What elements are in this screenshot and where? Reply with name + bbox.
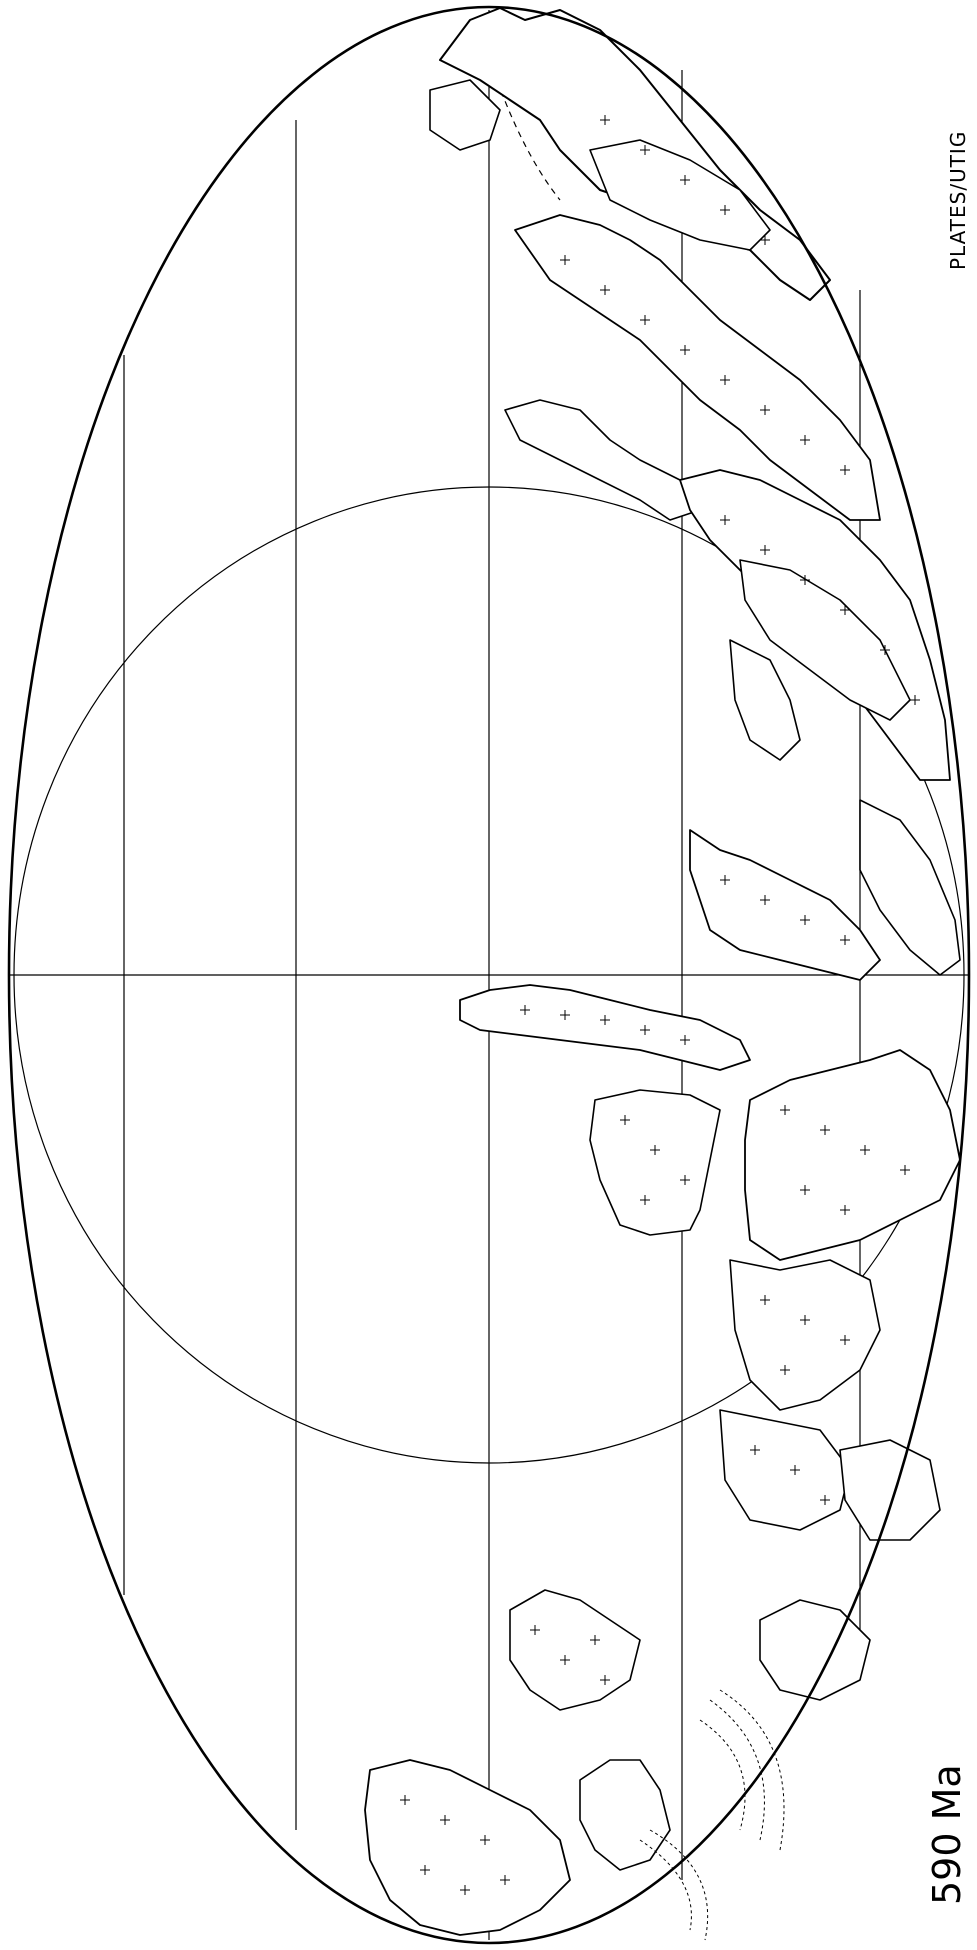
continent-outline <box>839 1439 941 1541</box>
continent-outline <box>689 829 881 981</box>
credit-label: PLATES/UTIG <box>946 131 970 270</box>
continent-outline <box>514 214 881 521</box>
continent-outline <box>429 79 501 151</box>
continent-outline <box>744 1049 961 1261</box>
crust-hatching <box>400 115 920 1895</box>
continent-outline <box>729 639 801 761</box>
continent-outline <box>459 984 751 1071</box>
map-boundary <box>7 5 971 1945</box>
age-label: 590 Ma <box>925 1764 969 1905</box>
continent-outline <box>759 1599 871 1701</box>
meridian-circle <box>13 486 965 1464</box>
continent-outline <box>589 1089 721 1236</box>
continent-outline <box>729 1259 881 1411</box>
continent-outline <box>509 1589 641 1711</box>
continents <box>364 7 961 1936</box>
continent-outline <box>739 559 911 721</box>
continent-outline <box>364 1759 571 1936</box>
continent-outline <box>719 1409 851 1531</box>
continent-outline <box>579 1759 671 1871</box>
continent-outline <box>504 399 701 521</box>
continent-outline <box>859 799 961 976</box>
rift-arcs <box>639 1689 785 1941</box>
